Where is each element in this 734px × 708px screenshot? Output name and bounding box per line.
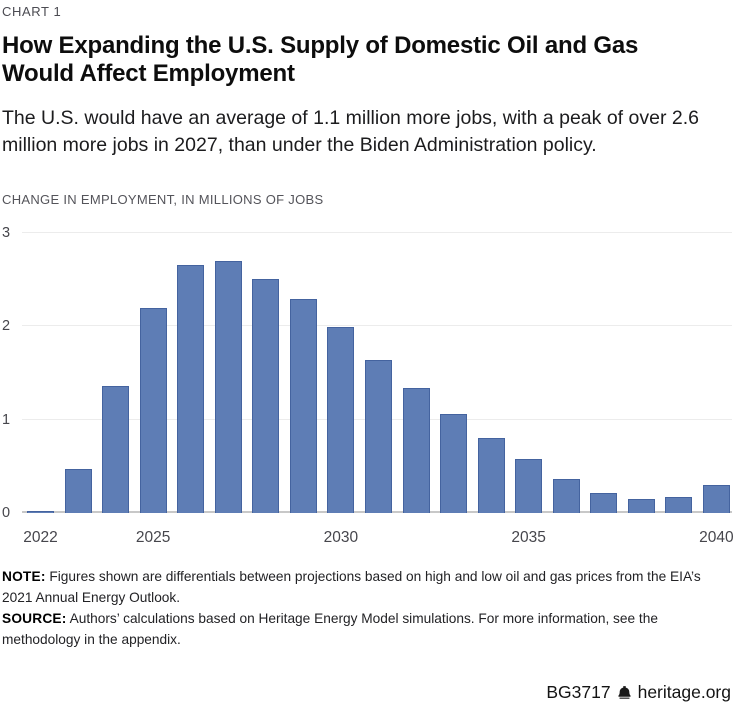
note-text: NOTE: Figures shown are differentials be…	[2, 566, 732, 608]
gridline	[22, 232, 732, 233]
bar-2037	[590, 493, 618, 513]
bar-2032	[402, 387, 430, 513]
chart-title: How Expanding the U.S. Supply of Domesti…	[2, 32, 639, 87]
y-tick-label: 2	[2, 318, 11, 335]
bar-2027	[214, 261, 242, 513]
bar-2038	[627, 499, 655, 513]
x-tick-label: 2030	[323, 529, 359, 546]
source-label: SOURCE:	[2, 611, 67, 626]
bar-2031	[364, 359, 392, 513]
bar-2024	[102, 386, 130, 513]
x-tick-label: 2040	[699, 529, 734, 546]
y-tick-label: 0	[2, 505, 11, 521]
bar-chart: 0 1 2 3 2022 2025 2030 2035 2040	[2, 226, 734, 560]
chart-subtitle: The U.S. would have an average of 1.1 mi…	[2, 107, 699, 156]
bar-2036	[552, 479, 580, 513]
bar-2029	[289, 299, 317, 513]
bar-2033	[440, 414, 468, 513]
bar-2040	[702, 485, 730, 513]
plot-area	[22, 232, 732, 513]
y-tick-label: 1	[2, 411, 11, 428]
footer: BG3717 heritage.org	[546, 682, 731, 703]
x-tick-label: 2035	[511, 529, 546, 546]
bar-2035	[515, 458, 543, 513]
bar-2039	[665, 497, 693, 513]
bar-2034	[477, 438, 505, 513]
gridline	[22, 325, 732, 327]
x-tick-label: 2022	[23, 529, 58, 546]
bar-2023	[64, 469, 92, 513]
bar-2028	[252, 278, 280, 513]
note-body: Figures shown are differentials between …	[2, 569, 701, 605]
bar-2030	[327, 327, 355, 513]
chart-kicker: CHART 1	[2, 4, 62, 19]
document-id: BG3717	[546, 682, 611, 702]
liberty-bell-icon	[616, 684, 633, 701]
note-label: NOTE:	[2, 569, 46, 584]
bar-2026	[177, 264, 205, 513]
y-axis-title: CHANGE IN EMPLOYMENT, IN MILLIONS OF JOB…	[2, 192, 324, 207]
x-tick-label: 2025	[135, 529, 171, 546]
bar-2025	[139, 307, 167, 513]
y-tick-label: 3	[2, 225, 11, 241]
site-link[interactable]: heritage.org	[637, 682, 731, 702]
source-text: SOURCE: Authors’ calculations based on H…	[2, 608, 732, 650]
bar-2022	[27, 511, 54, 513]
notes-block: NOTE: Figures shown are differentials be…	[2, 566, 732, 650]
source-body: Authors’ calculations based on Heritage …	[2, 611, 658, 647]
